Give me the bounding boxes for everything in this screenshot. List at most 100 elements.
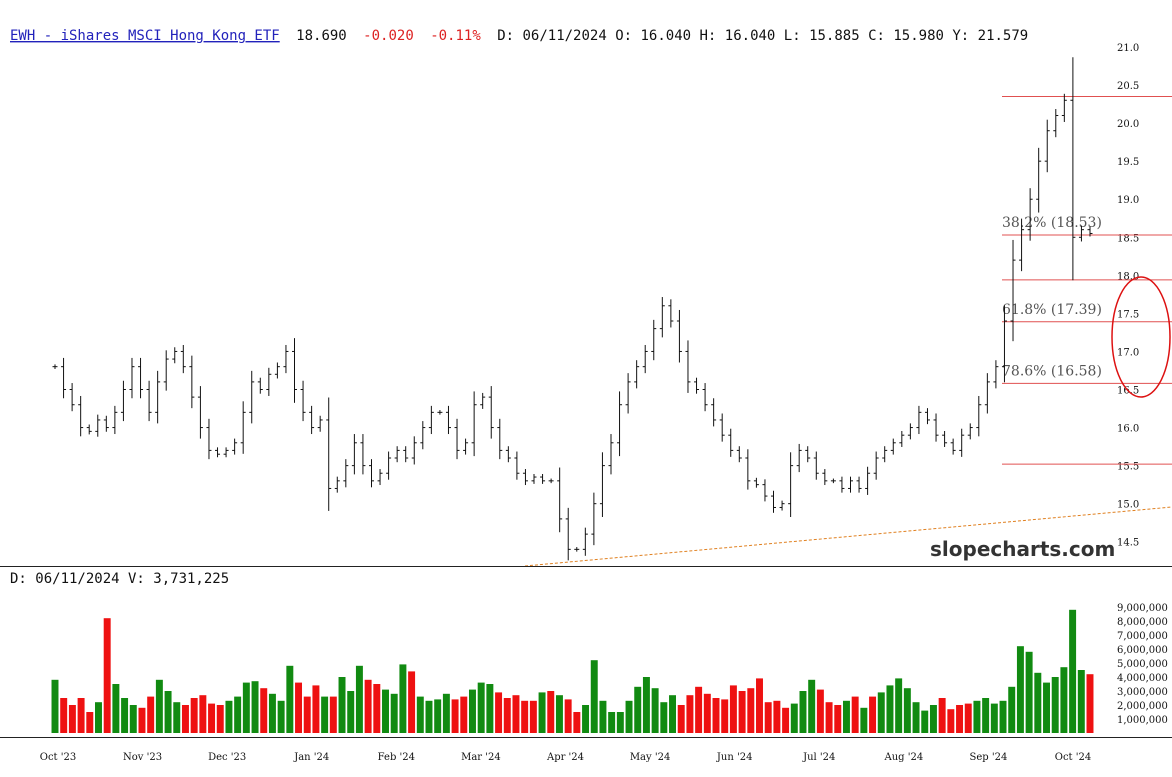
price-tick-label: 17.0 bbox=[1117, 347, 1139, 358]
ohlc-bar bbox=[634, 360, 640, 389]
volume-bar bbox=[1051, 677, 1059, 733]
ohlc-bar bbox=[1010, 239, 1016, 342]
ohlc-bar bbox=[1061, 93, 1067, 122]
ohlc-bar bbox=[52, 364, 58, 369]
ohlc-bar bbox=[685, 340, 691, 393]
volume-bar bbox=[173, 702, 181, 733]
volume-bar bbox=[912, 702, 920, 733]
volume-bar bbox=[834, 705, 842, 733]
ohlc-bar bbox=[445, 405, 451, 435]
ohlc-bar bbox=[1044, 119, 1050, 173]
volume-bar bbox=[155, 679, 163, 733]
volume-bar bbox=[390, 693, 398, 733]
x-tick-label: Jul '24 bbox=[802, 752, 835, 763]
ohlc-bar bbox=[856, 476, 862, 493]
volume-bar bbox=[112, 684, 120, 733]
price-tick-label: 15.5 bbox=[1117, 462, 1139, 473]
volume-bar bbox=[86, 712, 94, 733]
volume-bar bbox=[860, 707, 868, 733]
price-tick-label: 14.5 bbox=[1117, 538, 1139, 549]
volume-bar bbox=[138, 707, 146, 733]
volume-bar bbox=[521, 700, 529, 733]
ohlc-bar bbox=[155, 370, 161, 424]
x-tick-label: Jun '24 bbox=[716, 752, 753, 763]
volume-bar bbox=[477, 682, 485, 733]
volume-bar bbox=[234, 696, 242, 733]
volume-bar bbox=[547, 691, 555, 733]
volume-bar bbox=[973, 700, 981, 733]
ohlc-bar bbox=[736, 446, 742, 463]
ohlc-bar bbox=[788, 452, 794, 517]
ohlc-bar bbox=[531, 473, 537, 484]
volume-bar bbox=[347, 691, 355, 733]
ohlc-bar bbox=[993, 360, 999, 389]
x-tick-label: Nov '23 bbox=[123, 752, 162, 763]
volume-tick-label: 7,000,000 bbox=[1117, 631, 1168, 642]
volume-tick-label: 2,000,000 bbox=[1117, 701, 1168, 712]
volume-bar bbox=[77, 698, 85, 733]
price-panel: 21.020.520.019.519.018.518.017.517.016.5… bbox=[52, 43, 1172, 567]
ohlc-bar bbox=[223, 447, 229, 458]
ohlc-bar bbox=[1087, 226, 1093, 237]
ohlc-bar bbox=[1027, 188, 1033, 241]
ohlc-bar bbox=[215, 447, 221, 458]
volume-bar bbox=[416, 696, 424, 733]
ohlc-bar bbox=[163, 350, 169, 391]
ohlc-bar bbox=[1036, 147, 1042, 213]
volume-bar bbox=[642, 677, 650, 733]
volume-bar bbox=[842, 700, 850, 733]
volume-bar bbox=[216, 705, 224, 733]
ohlc-bar bbox=[762, 479, 768, 502]
x-tick-label: Aug '24 bbox=[883, 752, 923, 763]
x-axis: Oct '23 Nov '23 Dec '23 Jan '24 Feb '24 Mar '… bbox=[40, 752, 1091, 763]
volume-bar bbox=[669, 695, 676, 733]
ohlc-bar bbox=[377, 469, 383, 486]
ohlc-bar bbox=[1070, 57, 1076, 281]
ohlc-bar bbox=[61, 357, 67, 399]
ohlc-bar bbox=[702, 383, 708, 412]
ohlc-bar bbox=[565, 507, 571, 561]
volume-bar bbox=[982, 698, 990, 733]
ohlc-bar bbox=[309, 405, 315, 435]
ohlc-bar bbox=[608, 434, 614, 475]
ohlc-bar bbox=[69, 383, 75, 412]
ohlc-bar bbox=[847, 476, 853, 493]
ohlc-bar bbox=[676, 309, 682, 363]
price-tick-label: 21.0 bbox=[1117, 43, 1139, 54]
volume-bar bbox=[312, 685, 320, 733]
ohlc-bar bbox=[488, 386, 494, 439]
ohlc-bar bbox=[197, 386, 203, 439]
ohlc-bar bbox=[642, 344, 648, 374]
volume-bar bbox=[329, 696, 337, 733]
volume-bar bbox=[129, 705, 137, 733]
volume-panel: 9,000,000 8,000,000 7,000,000 6,000,000 5,00… bbox=[51, 603, 1168, 733]
volume-bar bbox=[808, 679, 816, 733]
volume-bar bbox=[164, 691, 172, 733]
volume-bar bbox=[1060, 667, 1068, 733]
fib-label: 38.2% (18.53) bbox=[1002, 215, 1102, 231]
volume-bar bbox=[1034, 672, 1042, 733]
ohlc-bar bbox=[386, 451, 392, 480]
volume-bar bbox=[68, 705, 76, 733]
volume-bar bbox=[469, 689, 476, 733]
volume-bar bbox=[816, 689, 824, 733]
ohlc-bar bbox=[514, 451, 520, 480]
ohlc-bar bbox=[206, 418, 212, 460]
volume-bar bbox=[886, 685, 894, 733]
ohlc-bar bbox=[497, 418, 503, 460]
volume-bar bbox=[921, 710, 929, 733]
x-tick-label: May '24 bbox=[630, 752, 671, 763]
volume-bar bbox=[686, 695, 694, 733]
ohlc-bar bbox=[95, 414, 101, 437]
ohlc-bar bbox=[574, 547, 580, 552]
volume-bar bbox=[242, 682, 250, 733]
x-tick-label: Sep '24 bbox=[970, 752, 1008, 763]
ohlc-bar bbox=[120, 380, 126, 422]
symbol-link[interactable]: EWH - iShares MSCI Hong Kong ETF bbox=[10, 28, 280, 44]
ohlc-bar bbox=[112, 405, 118, 435]
ohlc-bar bbox=[274, 362, 280, 379]
ohlc-bar bbox=[753, 477, 759, 488]
volume-readout: D: 06/11/2024 V: 3,731,225 bbox=[10, 571, 229, 587]
ohlc-bar bbox=[976, 395, 982, 437]
